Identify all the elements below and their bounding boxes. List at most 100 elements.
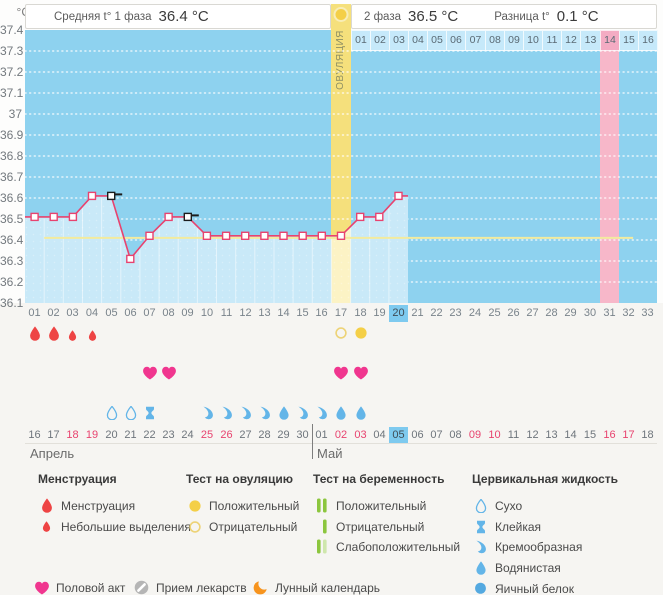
cycle-day-cell[interactable]: 21: [411, 307, 424, 319]
calendar-date-cell[interactable]: 04: [373, 429, 386, 441]
event-cell[interactable]: [159, 365, 178, 381]
event-cell[interactable]: [102, 404, 121, 421]
temp-marker[interactable]: [221, 231, 231, 241]
temp-marker[interactable]: [336, 231, 346, 241]
cycle-day-cell[interactable]: 01: [28, 307, 41, 319]
cycle-day-cell[interactable]: 07: [143, 307, 156, 319]
calendar-date-cell[interactable]: 29: [277, 429, 290, 441]
temp-marker[interactable]: [87, 191, 97, 201]
cycle-day-cell[interactable]: 02: [47, 307, 60, 319]
event-cell[interactable]: [312, 404, 331, 421]
temp-marker[interactable]: [68, 212, 78, 222]
temp-marker[interactable]: [202, 231, 212, 241]
temp-marker[interactable]: [260, 231, 269, 241]
cycle-day-cell[interactable]: 24: [468, 307, 482, 319]
calendar-date-cell[interactable]: 16: [28, 429, 41, 441]
event-cell[interactable]: [82, 324, 102, 342]
event-cell[interactable]: [63, 324, 82, 342]
calendar-date-cell[interactable]: 14: [564, 429, 577, 441]
cycle-day-cell[interactable]: 30: [583, 307, 597, 319]
calendar-date-cell[interactable]: 12: [526, 429, 539, 441]
cycle-day-cell[interactable]: 28: [545, 307, 558, 319]
event-cell[interactable]: [197, 404, 217, 421]
calendar-date-cell[interactable]: 02: [334, 429, 348, 441]
event-cell[interactable]: [331, 324, 351, 342]
calendar-date-cell[interactable]: 13: [545, 429, 558, 441]
temp-marker[interactable]: [126, 254, 135, 264]
calendar-date-cell[interactable]: 18: [641, 429, 654, 441]
calendar-date-cell[interactable]: 08: [449, 429, 462, 441]
event-cell[interactable]: [25, 324, 44, 342]
calendar-date-cell[interactable]: 17: [47, 429, 60, 441]
calendar-date-cell[interactable]: 15: [583, 429, 597, 441]
temp-marker[interactable]: [298, 231, 307, 241]
cycle-day-cell[interactable]: 23: [449, 307, 462, 319]
cycle-day-cell[interactable]: 15: [296, 307, 309, 319]
calendar-date-cell[interactable]: 01: [315, 429, 328, 441]
cycle-day-cell[interactable]: 20: [389, 305, 408, 322]
cycle-day-cell[interactable]: 06: [124, 307, 137, 319]
calendar-date-cell[interactable]: 24: [181, 429, 194, 441]
calendar-date-cell[interactable]: 23: [162, 429, 175, 441]
temp-marker[interactable]: [145, 231, 154, 241]
temp-marker[interactable]: [279, 231, 288, 241]
cycle-day-cell[interactable]: 04: [85, 307, 99, 319]
cycle-day-cell[interactable]: 08: [162, 307, 175, 319]
calendar-date-cell[interactable]: 25: [200, 429, 214, 441]
cycle-day-cell[interactable]: 17: [334, 307, 348, 319]
cycle-day-cell[interactable]: 29: [564, 307, 577, 319]
event-cell[interactable]: [121, 404, 140, 421]
calendar-date-cell[interactable]: 26: [220, 429, 233, 441]
cycle-day-cell[interactable]: 05: [105, 307, 118, 319]
cycle-day-cell[interactable]: 33: [641, 307, 654, 319]
calendar-date-cell[interactable]: 18: [66, 429, 79, 441]
event-cell[interactable]: [140, 365, 159, 381]
cycle-day-cell[interactable]: 22: [430, 307, 443, 319]
calendar-date-cell[interactable]: 06: [411, 429, 424, 441]
cycle-day-cell[interactable]: 32: [622, 307, 635, 319]
event-cell[interactable]: [217, 404, 236, 421]
cycle-day-cell[interactable]: 09: [181, 307, 194, 319]
temp-marker[interactable]: [240, 231, 250, 241]
calendar-date-cell[interactable]: 16: [603, 429, 616, 441]
cycle-day-cell[interactable]: 25: [488, 307, 501, 319]
cycle-day-cell[interactable]: 26: [507, 307, 520, 319]
cycle-day-cell[interactable]: 16: [315, 307, 328, 319]
event-cell[interactable]: [351, 324, 370, 342]
calendar-date-cell[interactable]: 22: [143, 429, 156, 441]
temp-marker[interactable]: [356, 212, 365, 222]
calendar-date-cell[interactable]: 30: [296, 429, 309, 441]
calendar-date-cell[interactable]: 03: [354, 429, 367, 441]
event-cell[interactable]: [44, 324, 63, 342]
cycle-day-cell[interactable]: 03: [66, 307, 79, 319]
temp-marker[interactable]: [164, 212, 173, 222]
cycle-day-cell[interactable]: 18: [354, 307, 367, 319]
calendar-date-cell[interactable]: 21: [124, 429, 137, 441]
calendar-date-cell[interactable]: 27: [239, 429, 252, 441]
event-cell[interactable]: [274, 404, 293, 421]
event-cell[interactable]: [351, 365, 370, 381]
temp-marker[interactable]: [375, 212, 384, 222]
calendar-date-cell[interactable]: 07: [430, 429, 443, 441]
event-cell[interactable]: [293, 404, 312, 421]
cycle-day-cell[interactable]: 11: [220, 307, 233, 319]
event-cell[interactable]: [236, 404, 255, 421]
temp-marker[interactable]: [106, 191, 116, 201]
event-cell[interactable]: [140, 404, 159, 421]
calendar-date-cell[interactable]: 05: [389, 427, 408, 443]
calendar-date-cell[interactable]: 28: [258, 429, 271, 441]
event-cell[interactable]: [331, 404, 351, 421]
temp-marker[interactable]: [30, 212, 39, 222]
event-cell[interactable]: [351, 404, 370, 421]
temp-marker[interactable]: [394, 191, 403, 201]
temp-marker[interactable]: [183, 212, 193, 222]
cycle-day-cell[interactable]: 14: [277, 307, 290, 319]
event-cell[interactable]: [331, 365, 351, 381]
cycle-day-cell[interactable]: 19: [373, 307, 386, 319]
calendar-date-cell[interactable]: 19: [85, 429, 99, 441]
calendar-date-cell[interactable]: 11: [507, 429, 520, 441]
temp-marker[interactable]: [317, 231, 326, 241]
calendar-date-cell[interactable]: 20: [105, 429, 118, 441]
calendar-date-cell[interactable]: 10: [488, 429, 501, 441]
cycle-day-cell[interactable]: 10: [200, 307, 214, 319]
